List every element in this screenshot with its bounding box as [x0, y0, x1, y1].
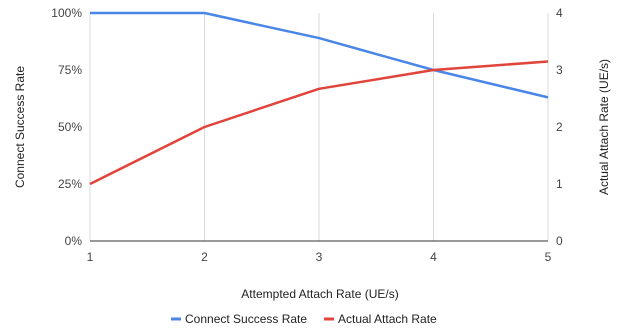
x-tick-label: 5 [545, 250, 552, 264]
x-tick-label: 2 [201, 250, 208, 264]
series-line-connect-success-rate [90, 11, 549, 99]
y-left-tick-label: 100% [51, 6, 82, 20]
y-right-tick-label: 3 [556, 63, 563, 77]
x-axis-title: Attempted Attach Rate (UE/s) [241, 287, 398, 301]
y-right-tick-label: 4 [556, 6, 563, 20]
legend: Connect Success Rate Actual Attach Rate [171, 312, 437, 326]
y-right-tick-label: 1 [556, 177, 563, 191]
y-left-tick-label: 0% [65, 234, 83, 248]
x-tick-label: 3 [316, 250, 323, 264]
y-left-tick-label: 25% [58, 177, 82, 191]
y-left-tick-label: 75% [58, 63, 82, 77]
y-left-tick-label: 50% [58, 120, 82, 134]
legend-label: Actual Attach Rate [338, 312, 437, 326]
x-tick-label: 4 [430, 250, 437, 264]
y-axis-title-right: Actual Attach Rate (UE/s) [597, 59, 611, 195]
y-right-tick-label: 0 [556, 234, 563, 248]
y-axis-title-left: Connect Success Rate [13, 66, 27, 188]
x-tick-label: 1 [87, 250, 94, 264]
grid [89, 13, 549, 241]
y-right-tick-label: 2 [556, 120, 563, 134]
series-line-actual-attach-rate [89, 60, 549, 186]
legend-label: Connect Success Rate [185, 312, 307, 326]
series-lines [89, 11, 549, 186]
